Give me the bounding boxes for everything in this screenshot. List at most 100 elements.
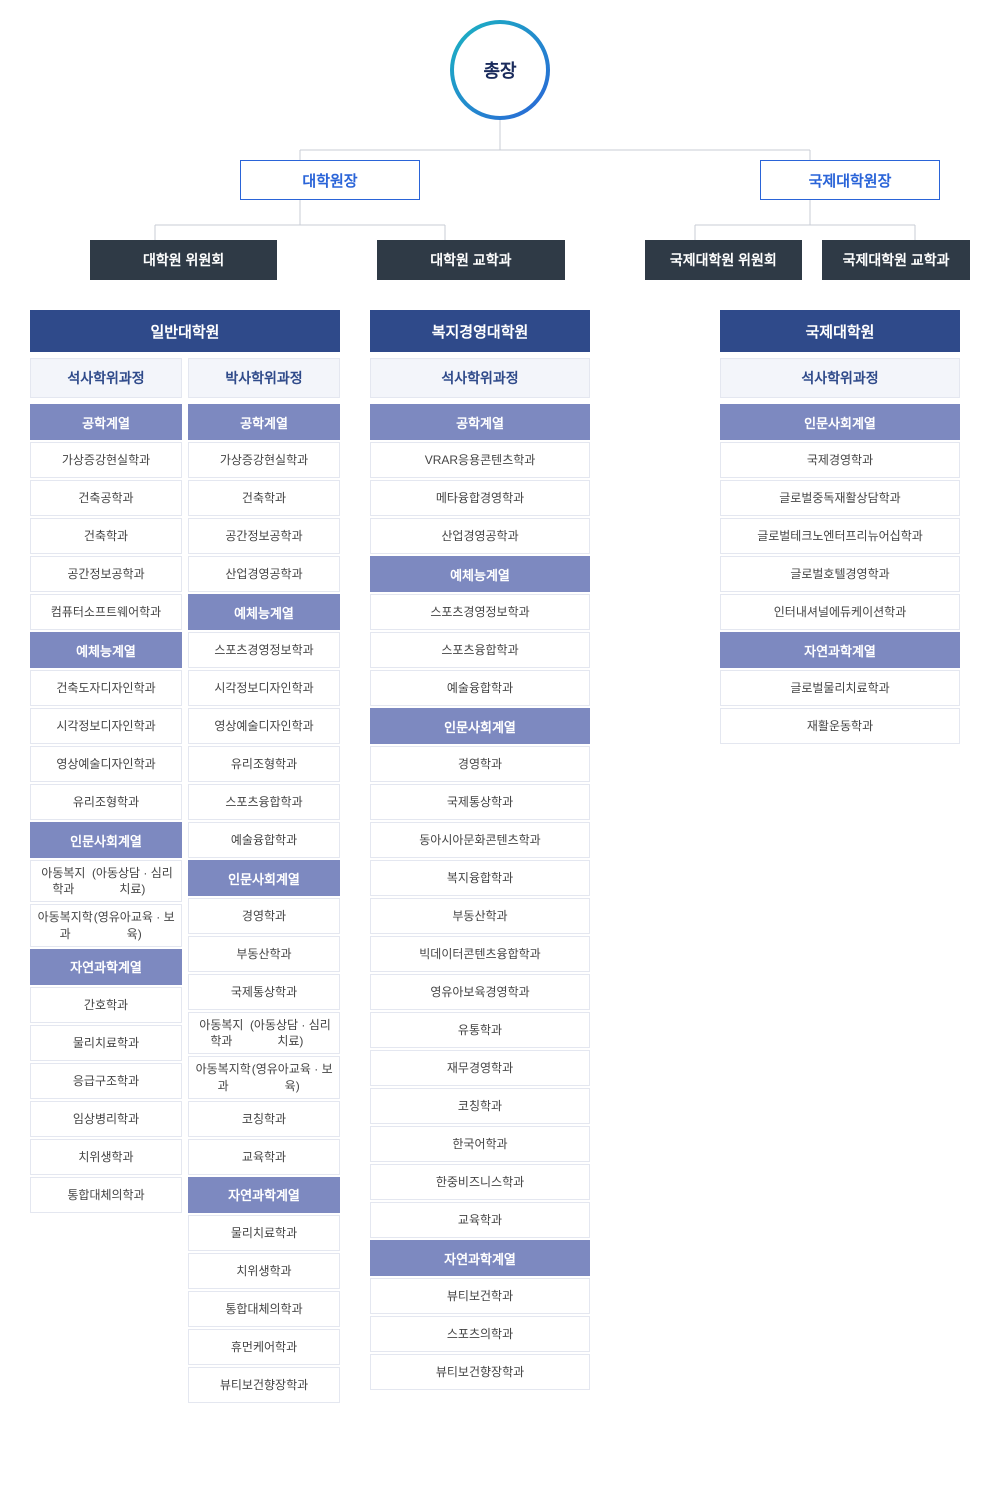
department-cell: 빅데이터콘텐츠융합학과 <box>370 936 590 972</box>
department-cell: 가상증강현실학과 <box>30 442 182 478</box>
department-cell: 아동복지학과(아동상담 · 심리치료) <box>188 1012 340 1054</box>
department-cell: 건축학과 <box>188 480 340 516</box>
department-cell: 아동복지학과(영유아교육 · 보육) <box>30 904 182 946</box>
department-cell: 가상증강현실학과 <box>188 442 340 478</box>
department-cell: 예술융합학과 <box>188 822 340 858</box>
president-label: 총장 <box>483 57 516 83</box>
department-cell: VRAR응용콘텐츠학과 <box>370 442 590 478</box>
department-cell: 유리조형학과 <box>30 784 182 820</box>
department-cell: 국제통상학과 <box>370 784 590 820</box>
department-cell: 유통학과 <box>370 1012 590 1048</box>
category-header: 인문사회계열 <box>370 708 590 744</box>
school-header: 일반대학원 <box>30 310 340 352</box>
tracks-row: 석사학위과정공학계열VRAR응용콘텐츠학과메타융합경영학과산업경영공학과예체능계… <box>370 358 590 1390</box>
department-cell: 글로벌호텔경영학과 <box>720 556 960 592</box>
committee-row: 대학원 위원회 대학원 교학과 국제대학원 위원회 국제대학원 교학과 <box>30 240 970 280</box>
department-cell: 코칭학과 <box>188 1101 340 1137</box>
department-cell: 한중비즈니스학과 <box>370 1164 590 1200</box>
department-cell: 간호학과 <box>30 987 182 1023</box>
category-header: 자연과학계열 <box>30 949 182 985</box>
department-cell: 통합대체의학과 <box>30 1177 182 1213</box>
department-cell: 글로벌테크노엔터프리뉴어십학과 <box>720 518 960 554</box>
department-cell: 치위생학과 <box>30 1139 182 1175</box>
category-header: 인문사회계열 <box>30 822 182 858</box>
school-column: 일반대학원석사학위과정공학계열가상증강현실학과건축공학과건축학과공간정보공학과컴… <box>30 310 340 1403</box>
department-cell: 건축도자디자인학과 <box>30 670 182 706</box>
department-cell: 메타융합경영학과 <box>370 480 590 516</box>
department-cell: 산업경영공학과 <box>370 518 590 554</box>
category-header: 공학계열 <box>188 404 340 440</box>
department-cell: 공간정보공학과 <box>188 518 340 554</box>
category-header: 예체능계열 <box>370 556 590 592</box>
degree-track: 석사학위과정공학계열가상증강현실학과건축공학과건축학과공간정보공학과컴퓨터소프트… <box>30 358 182 1403</box>
department-cell: 물리치료학과 <box>188 1215 340 1251</box>
department-cell: 건축학과 <box>30 518 182 554</box>
department-cell: 글로벌물리치료학과 <box>720 670 960 706</box>
department-cell: 유리조형학과 <box>188 746 340 782</box>
category-header: 예체능계열 <box>188 594 340 630</box>
school-header: 국제대학원 <box>720 310 960 352</box>
tracks-row: 석사학위과정인문사회계열국제경영학과글로벌중독재활상담학과글로벌테크노엔터프리뉴… <box>720 358 960 744</box>
department-cell: 경영학과 <box>188 898 340 934</box>
dean-international: 국제대학원장 <box>760 160 940 200</box>
department-cell: 뷰티보건향장학과 <box>370 1354 590 1390</box>
department-cell: 물리치료학과 <box>30 1025 182 1061</box>
category-header: 예체능계열 <box>30 632 182 668</box>
department-cell: 재활운동학과 <box>720 708 960 744</box>
department-cell: 스포츠의학과 <box>370 1316 590 1352</box>
department-cell: 아동복지학과(영유아교육 · 보육) <box>188 1056 340 1098</box>
department-cell: 영상예술디자인학과 <box>30 746 182 782</box>
schools-container: 일반대학원석사학위과정공학계열가상증강현실학과건축공학과건축학과공간정보공학과컴… <box>30 310 970 1403</box>
school-column: 복지경영대학원석사학위과정공학계열VRAR응용콘텐츠학과메타융합경영학과산업경영… <box>370 310 590 1403</box>
department-cell: 경영학과 <box>370 746 590 782</box>
department-cell: 아동복지학과(아동상담 · 심리치료) <box>30 860 182 902</box>
president-node: 총장 <box>450 20 550 120</box>
org-chart: 총장 대학원장 국제대학원장 대학원 위원회 대학원 교학과 국제대학원 위원회… <box>0 0 1000 1423</box>
department-cell: 시각정보디자인학과 <box>30 708 182 744</box>
degree-track: 석사학위과정인문사회계열국제경영학과글로벌중독재활상담학과글로벌테크노엔터프리뉴… <box>720 358 960 744</box>
department-cell: 국제통상학과 <box>188 974 340 1010</box>
category-header: 인문사회계열 <box>720 404 960 440</box>
department-cell: 스포츠융합학과 <box>188 784 340 820</box>
grad-affairs-label: 대학원 교학과 <box>430 250 511 270</box>
track-header: 석사학위과정 <box>370 358 590 398</box>
department-cell: 영상예술디자인학과 <box>188 708 340 744</box>
department-cell: 치위생학과 <box>188 1253 340 1289</box>
department-cell: 동아시아문화콘텐츠학과 <box>370 822 590 858</box>
department-cell: 부동산학과 <box>188 936 340 972</box>
department-cell: 코칭학과 <box>370 1088 590 1124</box>
department-cell: 통합대체의학과 <box>188 1291 340 1327</box>
school-column: 국제대학원석사학위과정인문사회계열국제경영학과글로벌중독재활상담학과글로벌테크노… <box>720 310 960 1403</box>
category-header: 공학계열 <box>370 404 590 440</box>
department-cell: 건축공학과 <box>30 480 182 516</box>
department-cell: 예술융합학과 <box>370 670 590 706</box>
department-cell: 한국어학과 <box>370 1126 590 1162</box>
tracks-row: 석사학위과정공학계열가상증강현실학과건축공학과건축학과공간정보공학과컴퓨터소프트… <box>30 358 340 1403</box>
department-cell: 부동산학과 <box>370 898 590 934</box>
department-cell: 산업경영공학과 <box>188 556 340 592</box>
department-cell: 교육학과 <box>188 1139 340 1175</box>
category-header: 인문사회계열 <box>188 860 340 896</box>
department-cell: 글로벌중독재활상담학과 <box>720 480 960 516</box>
school-header: 복지경영대학원 <box>370 310 590 352</box>
department-cell: 인터내셔널에듀케이션학과 <box>720 594 960 630</box>
department-cell: 스포츠융합학과 <box>370 632 590 668</box>
dean-international-label: 국제대학원장 <box>809 170 892 191</box>
intl-committee: 국제대학원 위원회 <box>645 240 803 280</box>
intl-affairs: 국제대학원 교학과 <box>822 240 970 280</box>
department-cell: 스포츠경영정보학과 <box>370 594 590 630</box>
track-header: 박사학위과정 <box>188 358 340 398</box>
department-cell: 재무경영학과 <box>370 1050 590 1086</box>
category-header: 자연과학계열 <box>720 632 960 668</box>
intl-committee-label: 국제대학원 위원회 <box>670 250 777 270</box>
category-header: 자연과학계열 <box>370 1240 590 1276</box>
department-cell: 뷰티보건향장학과 <box>188 1367 340 1403</box>
grad-affairs: 대학원 교학과 <box>377 240 564 280</box>
department-cell: 컴퓨터소프트웨어학과 <box>30 594 182 630</box>
department-cell: 뷰티보건학과 <box>370 1278 590 1314</box>
grad-committee: 대학원 위원회 <box>90 240 277 280</box>
intl-affairs-label: 국제대학원 교학과 <box>843 250 950 270</box>
degree-track: 석사학위과정공학계열VRAR응용콘텐츠학과메타융합경영학과산업경영공학과예체능계… <box>370 358 590 1390</box>
department-cell: 복지융합학과 <box>370 860 590 896</box>
dean-graduate: 대학원장 <box>240 160 420 200</box>
